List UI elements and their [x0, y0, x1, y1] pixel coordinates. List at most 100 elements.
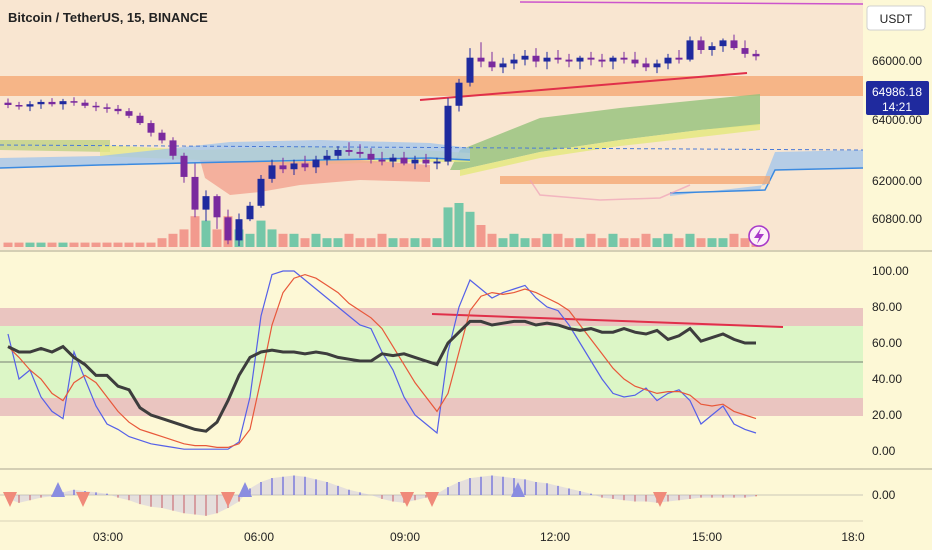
- candle: [653, 59, 661, 74]
- y-tick-label: 40.00: [872, 372, 902, 386]
- candle: [301, 155, 309, 172]
- ichimoku-cloud-right: [670, 150, 863, 196]
- chart-title: Bitcoin / TetherUS, 15, BINANCE: [8, 10, 208, 25]
- candle: [444, 98, 452, 166]
- y-tick-label: 20.00: [872, 408, 902, 422]
- volume-bar: [366, 238, 376, 247]
- volume-bar: [421, 238, 431, 247]
- volume-bar: [256, 220, 266, 247]
- x-tick-label: 09:00: [390, 530, 420, 544]
- candle: [499, 57, 507, 74]
- candle: [686, 36, 694, 62]
- triangle-down-marker: [221, 492, 235, 507]
- candle: [521, 50, 529, 66]
- volume-bar: [80, 242, 90, 247]
- candle: [400, 151, 408, 166]
- candle: [334, 146, 342, 160]
- candle: [730, 34, 738, 50]
- candle: [378, 151, 386, 166]
- price-trendline[interactable]: [419, 72, 748, 101]
- volume-bar: [388, 238, 398, 247]
- currency-button[interactable]: [866, 5, 926, 31]
- ma-ribbon-left: [0, 140, 110, 152]
- volume-bar: [696, 238, 706, 247]
- currency-button-label: USDT: [880, 12, 913, 26]
- volume-bar: [333, 238, 343, 247]
- candle: [48, 98, 56, 107]
- histogram-markers: [3, 482, 667, 507]
- candle: [565, 53, 573, 68]
- x-tick-label: 06:00: [244, 530, 274, 544]
- volume-bar: [124, 242, 134, 247]
- volume-bar: [91, 242, 101, 247]
- volume-bar: [102, 242, 112, 247]
- candle: [37, 99, 45, 109]
- candle: [697, 36, 705, 54]
- triangle-up-marker: [511, 482, 525, 497]
- volume-bar: [267, 229, 277, 247]
- candle: [26, 101, 34, 112]
- volume-bar: [476, 225, 486, 247]
- volume-bar: [586, 233, 596, 247]
- volume-bar: [300, 238, 310, 247]
- volume-bar: [146, 242, 156, 247]
- volume-bar: [685, 233, 695, 247]
- candle: [59, 98, 67, 110]
- candle: [136, 112, 144, 125]
- volume-bar: [344, 233, 354, 247]
- candle: [664, 53, 672, 70]
- oscillator-trendline[interactable]: [431, 313, 784, 328]
- volume-bar: [465, 211, 475, 247]
- pink-curve: [529, 179, 691, 201]
- volume-bar: [729, 233, 739, 247]
- candle: [488, 51, 496, 72]
- volume-bar: [564, 238, 574, 247]
- volume-bar: [553, 233, 563, 247]
- volume-bar: [520, 238, 530, 247]
- y-tick-label: 0.00: [872, 444, 896, 458]
- volume-bar: [113, 242, 123, 247]
- y-tick-label: 62000.00: [872, 174, 922, 188]
- candle: [422, 153, 430, 168]
- candle: [279, 157, 287, 174]
- volume-bar: [531, 238, 541, 247]
- countdown-timer: 14:21: [882, 100, 912, 114]
- candle: [356, 144, 364, 158]
- histogram-bars: [7, 475, 757, 516]
- volume-bar: [575, 238, 585, 247]
- triangle-down-marker: [653, 492, 667, 507]
- oscillator-line: [7, 270, 757, 450]
- candle: [246, 201, 254, 222]
- volume-bar: [58, 242, 68, 247]
- candle: [532, 48, 540, 68]
- volume-bar: [608, 233, 618, 247]
- volume-bar: [278, 233, 288, 247]
- y-tick-label: 60.00: [872, 336, 902, 350]
- candle: [257, 175, 265, 208]
- candle: [609, 55, 617, 70]
- candle: [268, 159, 276, 183]
- volume-bar: [630, 238, 640, 247]
- candle: [191, 163, 199, 218]
- volume-bar: [179, 229, 189, 247]
- volume-bar: [245, 233, 255, 247]
- candle: [411, 155, 419, 170]
- volume-bar: [201, 220, 211, 247]
- volume-bars: [3, 203, 761, 247]
- candle: [598, 53, 606, 68]
- volume-bar: [135, 242, 145, 247]
- candle: [4, 98, 12, 109]
- candle: [92, 101, 100, 112]
- candle: [642, 57, 650, 72]
- volume-bar: [322, 238, 332, 247]
- candle: [455, 78, 463, 112]
- volume-bar: [707, 238, 717, 247]
- volume-bar: [3, 242, 13, 247]
- resistance-zone: [0, 76, 863, 96]
- candle: [147, 120, 155, 137]
- x-tick-label: 12:00: [540, 530, 570, 544]
- overbought-band: [0, 308, 863, 326]
- ma-ribbon-yellow: [460, 124, 760, 176]
